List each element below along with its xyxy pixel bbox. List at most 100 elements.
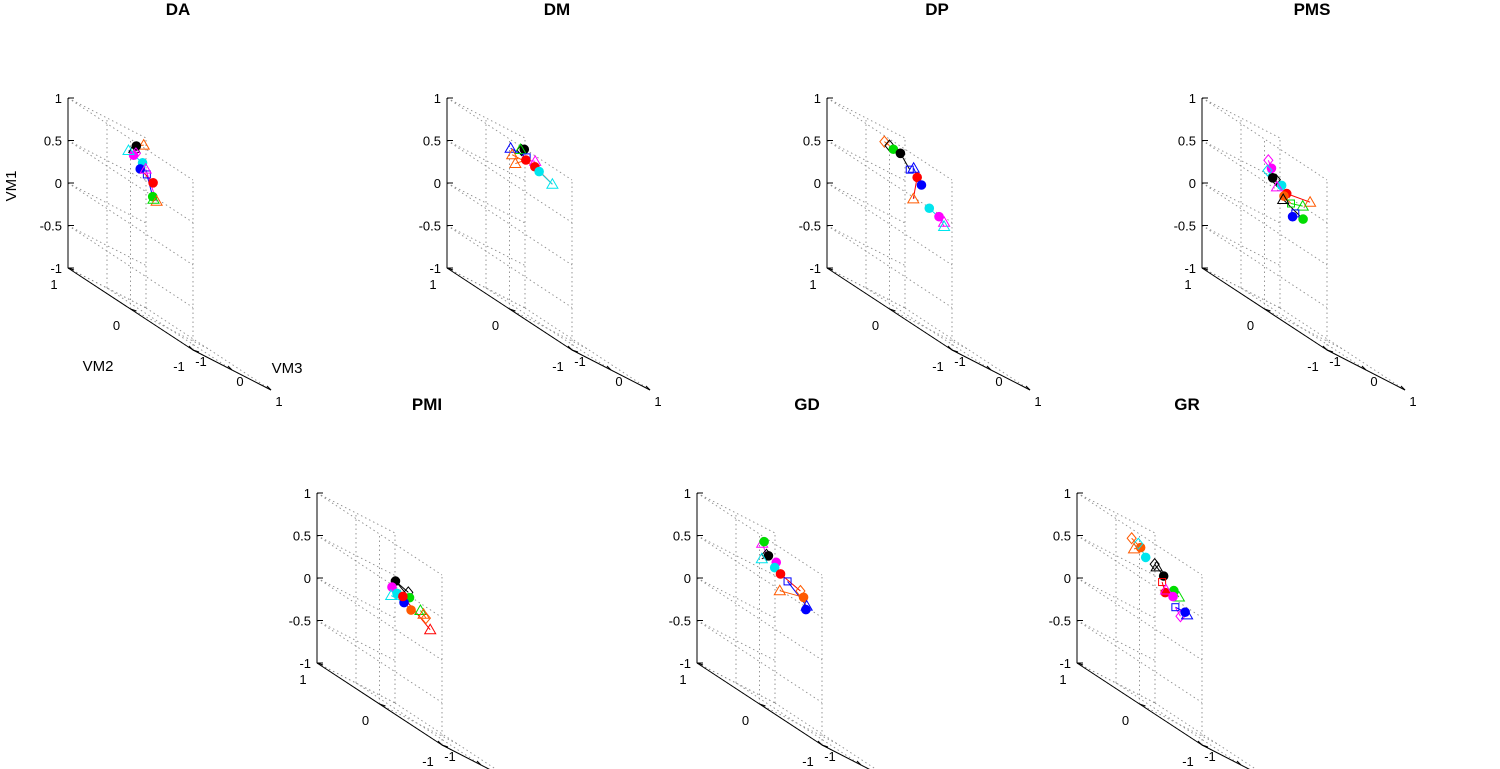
tick-label-vm2: 1 bbox=[1184, 277, 1191, 292]
gridline-side-wall bbox=[1076, 535, 1156, 576]
data-point-green-triangle bbox=[147, 192, 160, 204]
data-point-magenta-circle bbox=[1168, 591, 1178, 602]
gridline-side-wall bbox=[316, 577, 396, 619]
panel-gd: 10.50-0.5-110-1-101GD bbox=[669, 395, 877, 769]
tick-label-vm3: 1 bbox=[1409, 394, 1416, 409]
tick-mark bbox=[509, 308, 516, 312]
gridline-floor bbox=[509, 308, 588, 350]
data-point-cyan-diamond bbox=[1133, 537, 1144, 551]
data-point-red-triangle bbox=[423, 623, 437, 635]
tick-mark bbox=[696, 662, 704, 666]
tick-label-vm1: 1 bbox=[1064, 486, 1071, 501]
tick-mark bbox=[130, 308, 137, 312]
tick-label-vm2: -1 bbox=[422, 754, 434, 769]
tick-mark bbox=[1025, 385, 1031, 391]
data-point-cyan-circle bbox=[1276, 180, 1287, 191]
tick-label-vm1: 0 bbox=[434, 176, 441, 191]
data-point-red-circle bbox=[521, 155, 531, 165]
tick-mark bbox=[889, 308, 896, 312]
tick-label-vm1: 0.5 bbox=[1053, 529, 1071, 544]
gridline-side-wall bbox=[696, 492, 776, 534]
tick-label-vm3: 1 bbox=[275, 394, 282, 409]
data-point-cyan-circle bbox=[924, 203, 935, 214]
data-point-cyan-circle bbox=[534, 166, 544, 177]
tick-mark bbox=[1197, 740, 1203, 746]
data-point-blue-triangle bbox=[1180, 608, 1194, 620]
tick-mark bbox=[1322, 345, 1328, 351]
tick-label-vm2: 1 bbox=[299, 672, 306, 687]
tick-label-vm2: 0 bbox=[742, 713, 749, 728]
data-point-magenta-circle bbox=[934, 211, 944, 222]
data-point-red-circle bbox=[775, 569, 786, 579]
tick-label-vm1: 0 bbox=[55, 176, 62, 191]
gridline-floor bbox=[130, 308, 209, 350]
gridline-side-wall bbox=[1076, 620, 1156, 661]
gridline-side-wall bbox=[316, 492, 396, 534]
gridline-back-wall bbox=[826, 97, 953, 181]
tick-label-vm1: 0.5 bbox=[1178, 134, 1196, 149]
data-point-cyan-triangle bbox=[937, 220, 951, 231]
gridline-floor bbox=[759, 703, 838, 745]
data-point-red-square bbox=[1158, 578, 1167, 587]
gridline-side-wall bbox=[826, 182, 906, 224]
gridline-floor bbox=[394, 702, 497, 769]
tick-label-vm2: 0 bbox=[492, 318, 499, 333]
tick-mark bbox=[571, 349, 579, 353]
tick-mark bbox=[188, 345, 194, 351]
data-point-red-circle bbox=[148, 178, 158, 188]
tick-label-vm1: 0 bbox=[1189, 176, 1196, 191]
tick-mark bbox=[316, 662, 324, 666]
gridline-side-wall bbox=[1076, 577, 1156, 619]
axis-label-vm3: VM3 bbox=[272, 360, 303, 377]
tick-mark bbox=[1076, 662, 1084, 666]
data-point-orange-diamond bbox=[420, 611, 432, 625]
data-point-green-circle bbox=[1298, 214, 1308, 224]
tick-mark bbox=[986, 365, 992, 371]
data-point-black-circle bbox=[763, 551, 774, 561]
gridline-back-wall bbox=[67, 97, 194, 181]
tick-label-vm3: -1 bbox=[1329, 354, 1341, 369]
data-point-magenta-triangle bbox=[139, 162, 153, 174]
gridline-side-wall bbox=[1201, 97, 1281, 139]
tick-label-vm2: -1 bbox=[932, 359, 944, 374]
data-point-magenta-circle bbox=[1266, 163, 1277, 174]
gridline-floor bbox=[889, 308, 968, 350]
data-point-cyan-circle bbox=[1140, 552, 1151, 563]
data-point-cyan-triangle bbox=[384, 589, 398, 601]
tick-mark bbox=[759, 703, 766, 707]
data-point-orange-triangle bbox=[906, 192, 920, 204]
data-point-blue-circle bbox=[135, 164, 146, 174]
gridline-side-wall bbox=[696, 620, 776, 661]
tick-label-vm1: 0.5 bbox=[44, 134, 62, 149]
tick-mark bbox=[1236, 760, 1242, 766]
gridline-side-wall bbox=[826, 97, 906, 139]
data-point-orange-circle bbox=[406, 605, 416, 615]
tick-label-vm2: -1 bbox=[1307, 359, 1319, 374]
data-point-blue-square bbox=[1171, 603, 1180, 612]
tick-mark bbox=[476, 760, 482, 766]
tick-label-vm1: -0.5 bbox=[1174, 219, 1196, 234]
data-point-red-circle bbox=[912, 172, 922, 183]
tick-label-vm3: 0 bbox=[995, 374, 1002, 389]
tick-label-vm2: 1 bbox=[50, 277, 57, 292]
gridline-floor bbox=[735, 682, 862, 766]
data-link bbox=[1290, 203, 1303, 207]
data-point-magenta-triangle bbox=[1270, 180, 1284, 192]
tick-label-vm2: -1 bbox=[1182, 754, 1194, 769]
tick-label-vm1: -0.5 bbox=[669, 614, 691, 629]
data-point-orange-triangle bbox=[137, 138, 151, 150]
gridline-floor bbox=[774, 702, 877, 769]
tick-label-vm1: -1 bbox=[1184, 261, 1196, 276]
tick-label-vm1: -1 bbox=[50, 261, 62, 276]
tick-label-vm1: -1 bbox=[679, 656, 691, 671]
tick-label-vm1: 0.5 bbox=[673, 529, 691, 544]
gridline-floor bbox=[1154, 702, 1257, 769]
tick-label-vm3: 1 bbox=[654, 394, 661, 409]
tick-mark bbox=[1400, 385, 1406, 391]
tick-mark bbox=[606, 365, 612, 371]
data-point-orange-diamond bbox=[1126, 531, 1137, 545]
tick-label-vm3: -1 bbox=[195, 354, 207, 369]
panel-gr: 10.50-0.5-110-1-101GR bbox=[1049, 395, 1257, 769]
panel-title: DA bbox=[166, 0, 191, 19]
